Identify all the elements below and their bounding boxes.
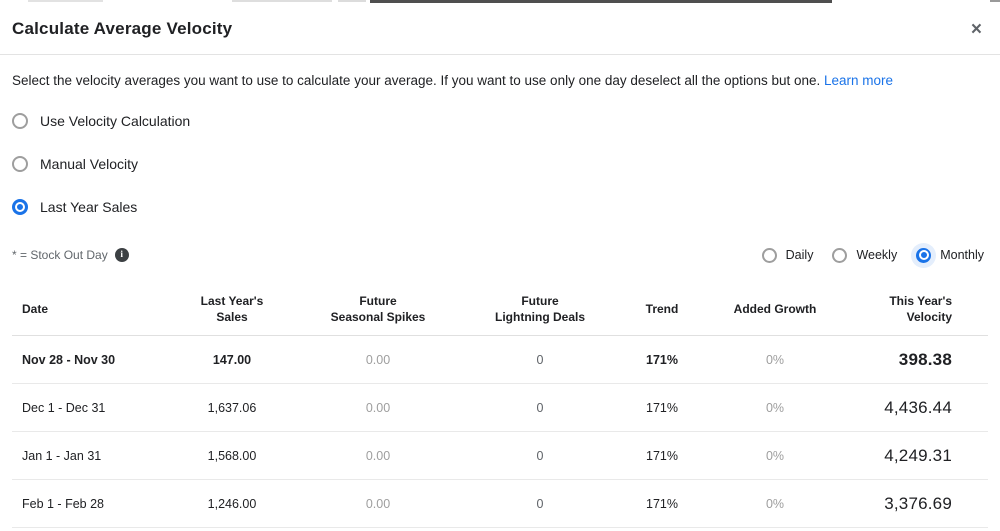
modal-header: Calculate Average Velocity × bbox=[0, 0, 1000, 55]
cell-velocity: 4,436.44 bbox=[884, 397, 952, 417]
radio-weekly[interactable]: Weekly bbox=[832, 247, 898, 263]
page-behind-artifact bbox=[232, 0, 332, 2]
radio-label: Last Year Sales bbox=[40, 199, 138, 215]
cell-date: Dec 1 - Dec 31 bbox=[22, 400, 106, 415]
table-row: Nov 28 - Nov 30 147.00 0.00 0 171% 0% 39… bbox=[12, 336, 988, 384]
table-row: Dec 1 - Dec 31 1,637.06 0.00 0 171% 0% 4… bbox=[12, 384, 988, 432]
info-icon[interactable]: i bbox=[114, 248, 129, 262]
learn-more-link[interactable]: Learn more bbox=[824, 73, 894, 88]
cell-last-years-sales: 1,246.00 bbox=[207, 496, 257, 511]
velocity-radio-group: Use Velocity Calculation Manual Velocity… bbox=[0, 112, 1000, 216]
radio-unselected-icon[interactable] bbox=[12, 113, 28, 129]
cell-date: Feb 1 - Feb 28 bbox=[22, 496, 104, 511]
radio-label: Manual Velocity bbox=[40, 156, 139, 172]
cell-seasonal-spikes: 0.00 bbox=[365, 352, 391, 367]
column-header-trend: Trend bbox=[645, 301, 679, 316]
radio-manual-velocity[interactable]: Manual Velocity bbox=[12, 155, 1000, 173]
radio-last-year-sales[interactable]: Last Year Sales bbox=[12, 198, 1000, 216]
radio-monthly[interactable]: Monthly bbox=[916, 247, 984, 263]
page-behind-artifact bbox=[990, 0, 1000, 2]
cell-trend: 171% bbox=[646, 496, 678, 511]
cell-added-growth: 0% bbox=[765, 352, 785, 367]
period-radio-group: Daily Weekly Monthly bbox=[761, 247, 988, 263]
cell-added-growth: 0% bbox=[765, 496, 785, 511]
cell-trend: 171% bbox=[646, 400, 678, 415]
page-behind-artifact bbox=[338, 0, 366, 2]
cell-last-years-sales: 147.00 bbox=[212, 352, 252, 367]
cell-trend: 171% bbox=[646, 448, 678, 463]
velocity-table: Date Last Year's Sales Future Seasonal S… bbox=[12, 282, 988, 528]
cell-last-years-sales: 1,637.06 bbox=[207, 400, 257, 415]
table-row: Jan 1 - Jan 31 1,568.00 0.00 0 171% 0% 4… bbox=[12, 432, 988, 480]
column-header-last-years-sales: Last Year's Sales bbox=[200, 293, 264, 324]
description-sentence: Select the velocity averages you want to… bbox=[12, 73, 821, 88]
stock-out-note: * = Stock Out Day i bbox=[12, 248, 129, 262]
page-behind-artifact bbox=[28, 0, 103, 2]
cell-seasonal-spikes: 0.00 bbox=[365, 448, 391, 463]
radio-selected-icon[interactable] bbox=[12, 199, 28, 215]
column-header-future-seasonal-spikes: Future Seasonal Spikes bbox=[330, 293, 426, 324]
page-behind-artifact bbox=[370, 0, 832, 3]
cell-velocity: 398.38 bbox=[898, 349, 952, 369]
column-header-future-lightning-deals: Future Lightning Deals bbox=[495, 293, 585, 324]
cell-velocity: 4,249.31 bbox=[884, 445, 952, 465]
cell-added-growth: 0% bbox=[765, 400, 785, 415]
close-icon[interactable]: × bbox=[970, 18, 982, 40]
column-header-date: Date bbox=[22, 301, 49, 316]
page-title: Calculate Average Velocity bbox=[12, 19, 233, 38]
cell-lightning-deals: 0 bbox=[536, 448, 544, 463]
radio-unselected-icon[interactable] bbox=[832, 247, 848, 263]
radio-daily[interactable]: Daily bbox=[761, 247, 814, 263]
radio-label: Daily bbox=[785, 248, 814, 262]
radio-label: Monthly bbox=[940, 248, 984, 262]
cell-velocity: 3,376.69 bbox=[884, 493, 952, 513]
radio-selected-icon[interactable] bbox=[916, 247, 932, 263]
stock-out-note-text: * = Stock Out Day bbox=[12, 248, 108, 262]
radio-unselected-icon[interactable] bbox=[12, 156, 28, 172]
cell-last-years-sales: 1,568.00 bbox=[207, 448, 257, 463]
table-options-row: * = Stock Out Day i Daily Weekly Monthly bbox=[12, 238, 988, 272]
table-row: Feb 1 - Feb 28 1,246.00 0.00 0 171% 0% 3… bbox=[12, 480, 988, 528]
radio-label: Weekly bbox=[856, 248, 898, 262]
cell-lightning-deals: 0 bbox=[536, 352, 544, 367]
column-header-this-years-velocity: This Year's Velocity bbox=[889, 293, 952, 324]
cell-trend: 171% bbox=[646, 352, 678, 367]
column-header-added-growth: Added Growth bbox=[733, 301, 817, 316]
cell-seasonal-spikes: 0.00 bbox=[365, 400, 391, 415]
cell-seasonal-spikes: 0.00 bbox=[365, 496, 391, 511]
cell-lightning-deals: 0 bbox=[536, 400, 544, 415]
description-text: Select the velocity averages you want to… bbox=[12, 71, 988, 90]
radio-label: Use Velocity Calculation bbox=[40, 113, 191, 129]
cell-lightning-deals: 0 bbox=[536, 496, 544, 511]
table-header-row: Date Last Year's Sales Future Seasonal S… bbox=[12, 282, 988, 336]
cell-date: Jan 1 - Jan 31 bbox=[22, 448, 102, 463]
radio-use-velocity-calculation[interactable]: Use Velocity Calculation bbox=[12, 112, 1000, 130]
radio-unselected-icon[interactable] bbox=[761, 247, 777, 263]
cell-date: Nov 28 - Nov 30 bbox=[22, 352, 116, 367]
cell-added-growth: 0% bbox=[765, 448, 785, 463]
